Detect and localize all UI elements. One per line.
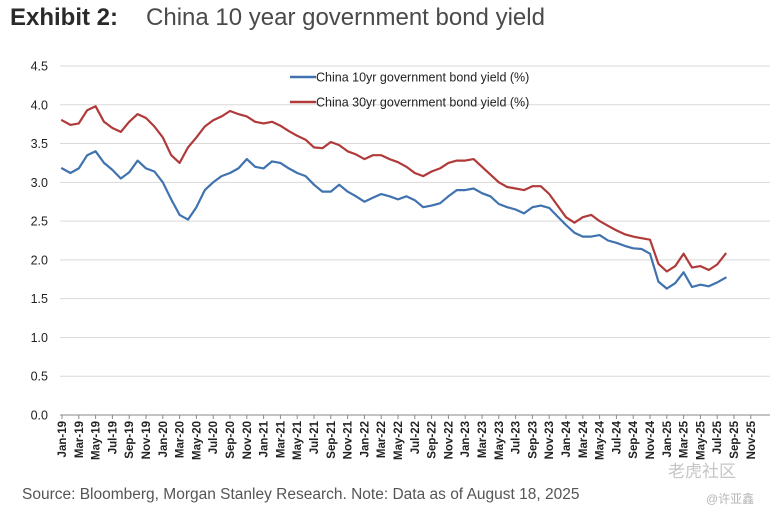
y-tick-label: 1.0 xyxy=(31,331,48,345)
x-tick-label: Sep-21 xyxy=(326,420,338,458)
y-tick-label: 0.0 xyxy=(31,409,48,423)
x-tick-label: Jan-23 xyxy=(460,421,472,457)
x-tick-label: May-22 xyxy=(393,421,405,460)
x-tick-label: May-23 xyxy=(494,421,506,460)
legend-label-1: China 30yr government bond yield (%) xyxy=(316,96,529,110)
exhibit-header: Exhibit 2: China 10 year government bond … xyxy=(10,4,545,40)
x-tick-label: Mar-21 xyxy=(275,420,287,458)
x-tick-label: Mar-23 xyxy=(477,421,489,458)
x-tick-label: Sep-20 xyxy=(225,421,237,459)
y-tick-label: 2.0 xyxy=(31,253,48,267)
x-tick-label: Mar-20 xyxy=(175,421,187,458)
x-tick-label: Jan-22 xyxy=(359,421,371,457)
x-tick-label: Mar-19 xyxy=(74,421,86,458)
x-tick-label: May-20 xyxy=(191,421,203,460)
y-tick-label: 0.5 xyxy=(31,370,48,384)
x-tick-label: Nov-25 xyxy=(746,420,758,459)
x-tick-label: Jul-22 xyxy=(410,421,422,454)
x-tick-label: Nov-22 xyxy=(443,421,455,459)
y-tick-label: 1.5 xyxy=(31,292,48,306)
x-tick-label: Sep-19 xyxy=(124,421,136,459)
x-tick-label: May-24 xyxy=(595,420,607,460)
line-chart: 0.0 0.5 1.0 1.5 2.0 2.5 3.0 3.5 4.0 4.5 Jan-19 Mar-… xyxy=(31,60,770,460)
x-tick-label: Jul-25 xyxy=(712,420,724,454)
x-tick-label: Jul-19 xyxy=(107,421,119,454)
legend-label-0: China 10yr government bond yield (%) xyxy=(316,71,529,85)
x-tick-label: May-25 xyxy=(695,420,707,460)
x-tick-label: May-21 xyxy=(292,420,304,460)
series-line-1 xyxy=(60,105,727,273)
x-tick-label: Jul-23 xyxy=(511,421,523,454)
x-tick-label: Mar-25 xyxy=(679,420,691,458)
source-note: Source: Bloomberg, Morgan Stanley Resear… xyxy=(22,486,580,503)
x-tick-label: Jul-21 xyxy=(309,420,321,454)
x-tick-label: Mar-24 xyxy=(578,420,590,458)
x-tick-label: Jul-20 xyxy=(208,421,220,454)
x-tick-label: Jan-24 xyxy=(561,420,573,457)
x-tick-label: Jul-24 xyxy=(611,420,623,454)
x-tick-label: Nov-23 xyxy=(544,421,556,459)
exhibit-title: China 10 year government bond yield xyxy=(146,4,545,31)
x-tick-label: Nov-24 xyxy=(645,420,657,459)
x-tick-label: May-19 xyxy=(91,421,103,460)
watermark-author: @许亚鑫 xyxy=(706,492,755,506)
x-tick-label: Mar-22 xyxy=(376,421,388,458)
x-tick-label: Jan-25 xyxy=(662,420,674,457)
x-tick-label: Nov-21 xyxy=(343,420,355,459)
x-tick-label: Sep-25 xyxy=(729,420,741,458)
x-tick-label: Jan-21 xyxy=(259,420,271,457)
exhibit-label: Exhibit 2: xyxy=(10,4,119,31)
y-tick-label: 2.5 xyxy=(31,215,48,229)
watermark-brand: 老虎社区 xyxy=(668,462,736,481)
x-tick-label: Nov-20 xyxy=(242,421,254,459)
x-tick-label: Sep-24 xyxy=(628,420,640,458)
x-tick-label: Jan-20 xyxy=(158,421,170,457)
x-tick-label: Sep-23 xyxy=(527,421,539,459)
y-tick-label: 3.5 xyxy=(31,137,48,151)
y-tick-label: 4.5 xyxy=(31,60,48,74)
x-tick-label: Nov-19 xyxy=(141,421,153,459)
series-line-0 xyxy=(60,150,727,290)
y-tick-label: 4.0 xyxy=(31,98,48,112)
y-tick-label: 3.0 xyxy=(31,176,48,190)
x-tick-label: Sep-22 xyxy=(427,421,439,459)
x-tick-label: Jan-19 xyxy=(57,421,69,457)
